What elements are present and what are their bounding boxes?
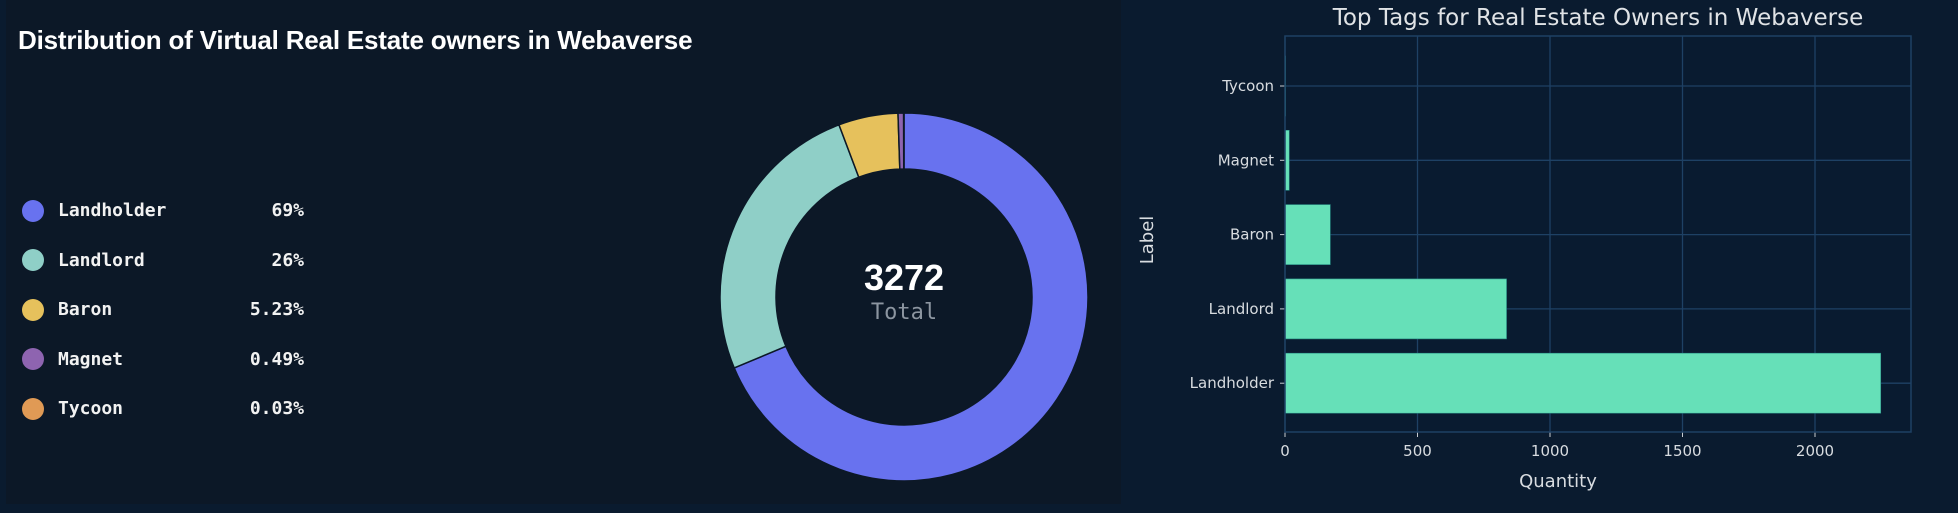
x-tick-label: 500 <box>1403 442 1432 460</box>
donut-total-label: Total <box>870 300 938 325</box>
donut-center: 3272 Total <box>716 109 1092 485</box>
legend-dot-icon <box>22 397 44 420</box>
plot-frame <box>1284 35 1912 433</box>
donut-legend: Landholder 69% Landlord 26% Baron 5.23% Magnet… <box>22 186 304 434</box>
y-tick-label: Tycoon <box>1221 77 1274 95</box>
bar-landlord[interactable] <box>1284 278 1507 340</box>
legend-label: Landlord <box>58 249 145 271</box>
x-tick-label: 2000 <box>1796 442 1834 460</box>
legend-percent: 0.49% <box>249 348 304 370</box>
x-tick-label: 1500 <box>1663 442 1701 460</box>
bar-landholder[interactable] <box>1284 352 1882 414</box>
legend-percent: 0.03% <box>249 398 304 420</box>
bar-chart: 0 500 1000 1500 2000 Tycoon Magnet Baron Landlor… <box>1121 0 1958 513</box>
legend-item-landlord[interactable]: Landlord 26% <box>22 236 304 286</box>
legend-label: Landholder <box>58 200 167 222</box>
y-tick-label: Magnet <box>1218 151 1274 169</box>
legend-dot-icon <box>22 199 44 222</box>
donut-segment-landlord[interactable] <box>719 123 860 369</box>
legend-dot-icon <box>22 249 44 272</box>
donut-chart: 3272 Total <box>716 109 1092 485</box>
legend-label: Magnet <box>58 348 124 370</box>
donut-segment-landholder[interactable] <box>733 112 1089 482</box>
legend-percent: 5.23% <box>249 299 304 321</box>
donut-total-value: 3272 <box>863 257 945 298</box>
x-tick-label: 0 <box>1280 442 1290 460</box>
bar-baron[interactable] <box>1284 204 1331 265</box>
y-tick-label: Baron <box>1230 226 1274 244</box>
y-tick-label: Landlord <box>1209 300 1274 318</box>
bar-chart-canvas: 0 500 1000 1500 2000 Tycoon Magnet Baron Landlor… <box>1137 5 1912 492</box>
distribution-card <box>6 0 1121 504</box>
legend-item-tycoon[interactable]: Tycoon 0.03% <box>22 384 304 434</box>
legend-item-baron[interactable]: Baron 5.23% <box>22 285 304 335</box>
legend-label: Tycoon <box>58 398 124 420</box>
x-tick-label: 1000 <box>1531 442 1569 460</box>
y-tick-label: Landholder <box>1190 374 1275 392</box>
legend-item-landholder[interactable]: Landholder 69% <box>22 186 304 236</box>
legend-dot-icon <box>22 348 44 371</box>
x-axis-label: Quantity <box>1519 471 1597 492</box>
legend-percent: 26% <box>271 249 304 271</box>
legend-percent: 69% <box>271 200 304 222</box>
legend-dot-icon <box>22 298 44 321</box>
bar-chart-title: Top Tags for Real Estate Owners in Webav… <box>1332 5 1864 31</box>
legend-item-magnet[interactable]: Magnet 0.49% <box>22 335 304 385</box>
y-axis-label: Label <box>1137 216 1158 265</box>
legend-label: Baron <box>58 299 113 321</box>
donut-ring <box>719 112 1089 482</box>
donut-chart-title: Distribution of Virtual Real Estate owne… <box>18 25 693 55</box>
